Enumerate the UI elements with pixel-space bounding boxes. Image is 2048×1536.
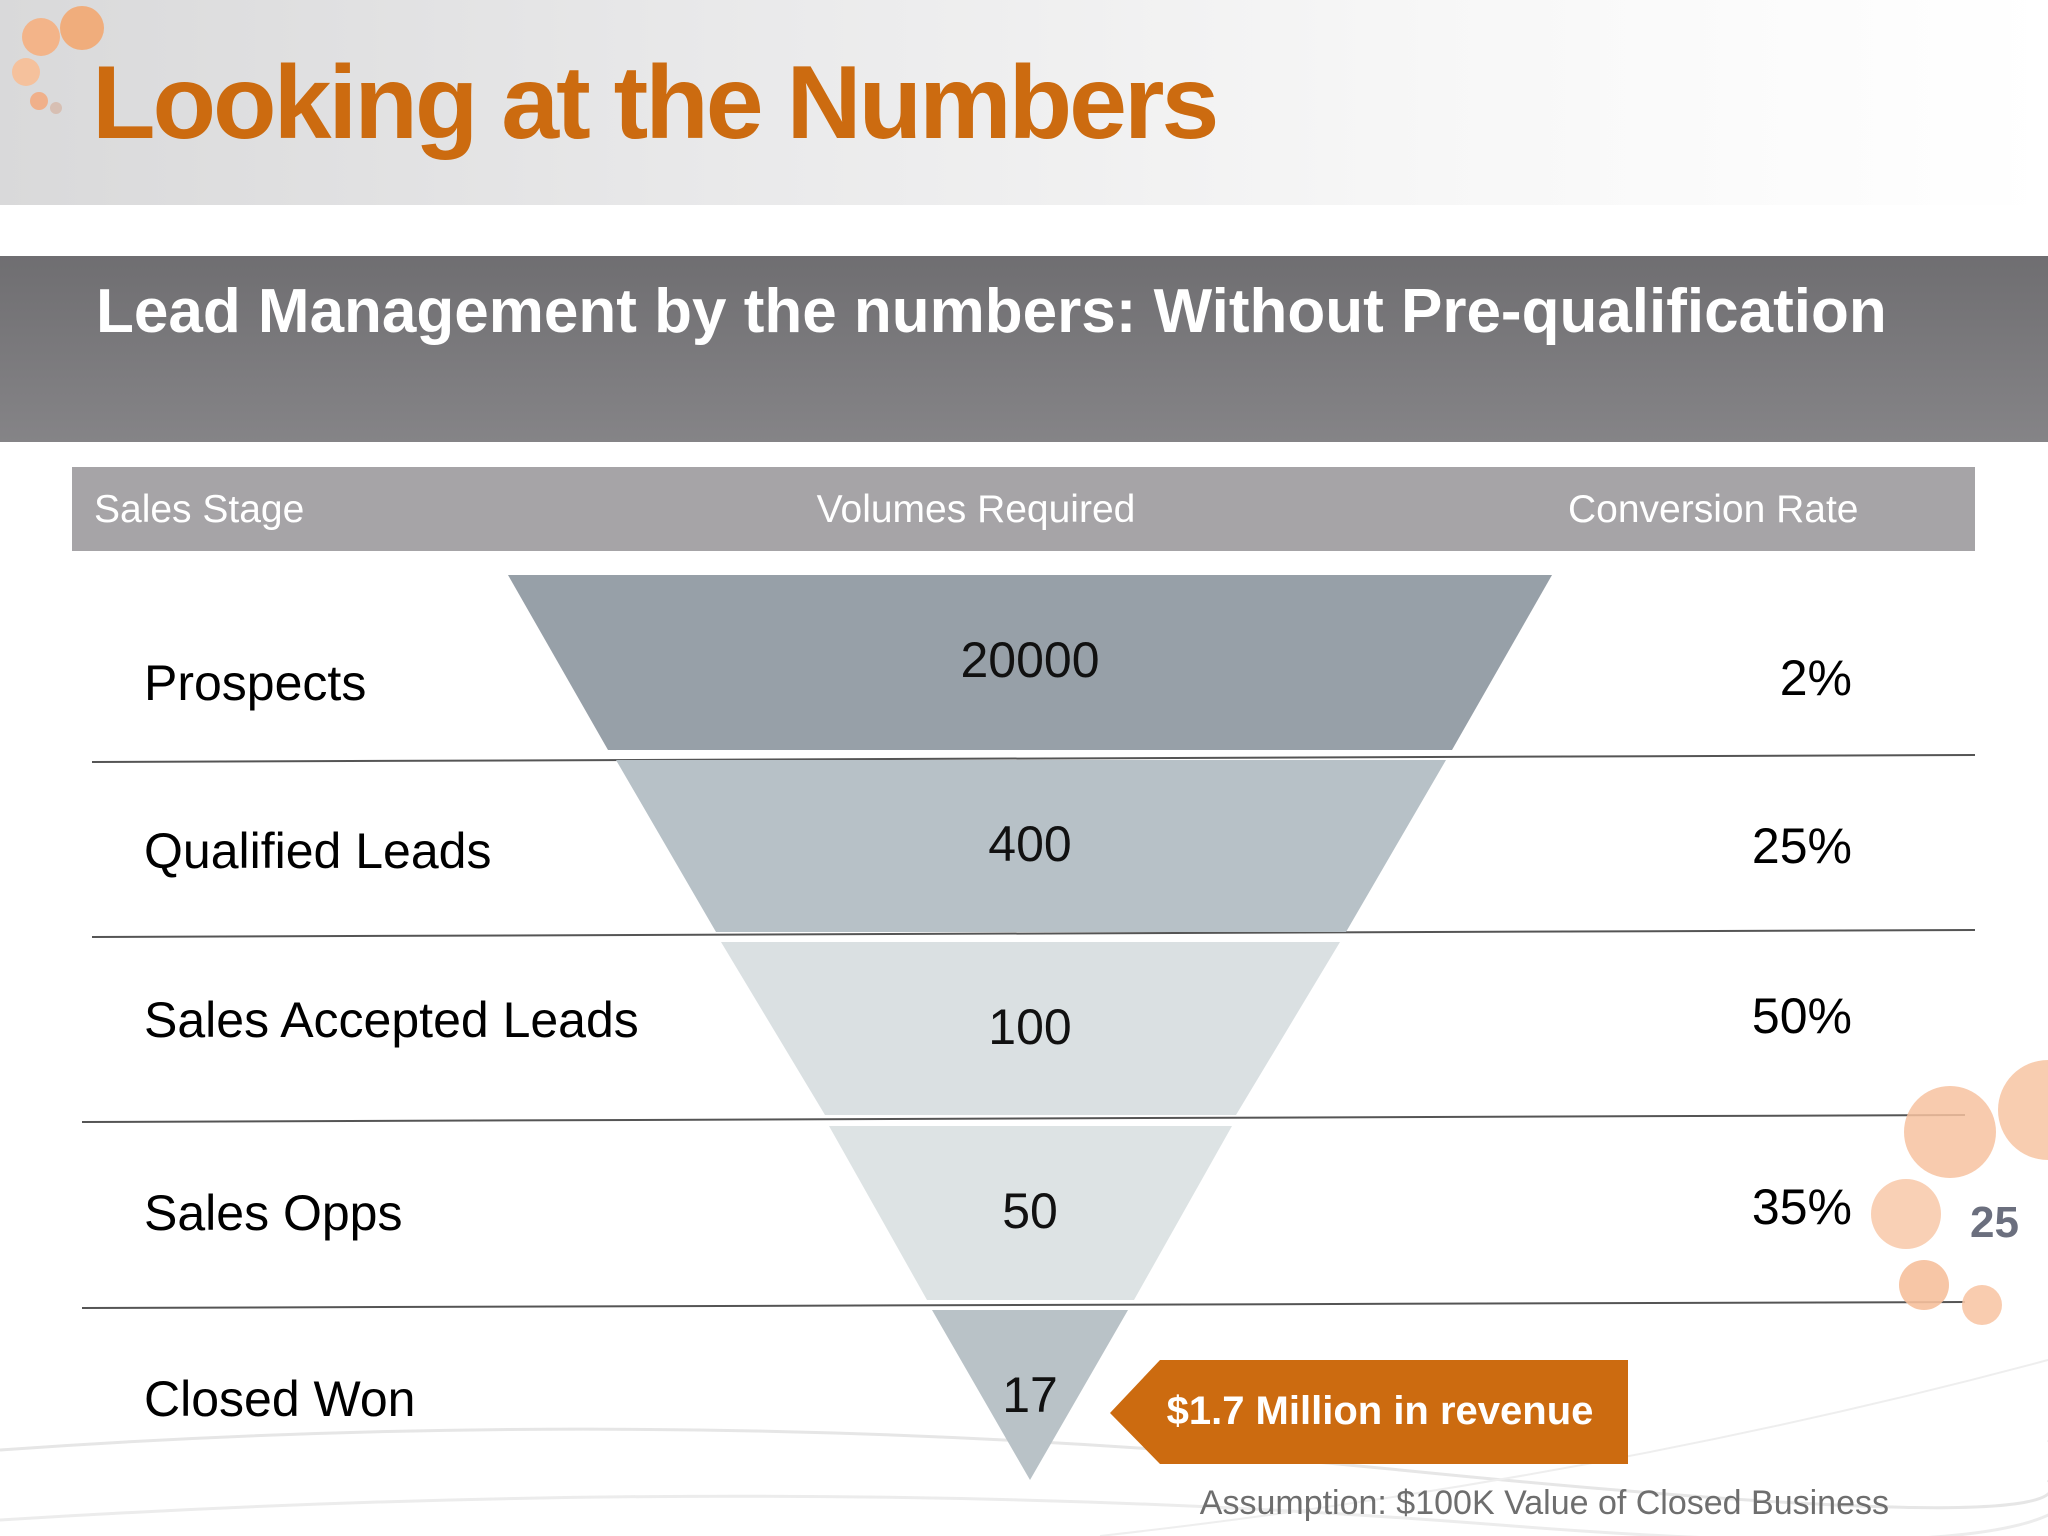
funnel-segment-prospects bbox=[508, 575, 1552, 750]
decorative-bubble bbox=[60, 6, 104, 50]
slide-subtitle: Lead Management by the numbers: Without … bbox=[96, 277, 1887, 346]
decorative-bubble bbox=[1871, 1179, 1941, 1249]
background-swoosh bbox=[0, 1440, 2048, 1536]
decorative-bubble bbox=[1998, 1060, 2048, 1160]
volume-qualified-leads: 400 bbox=[988, 816, 1072, 872]
row-divider bbox=[81, 1301, 1966, 1309]
rate-sales-opps: 35% bbox=[1751, 1179, 1852, 1235]
header-sales-stage: Sales Stage bbox=[94, 488, 305, 531]
stage-label-closed-won: Closed Won bbox=[144, 1371, 416, 1427]
decorative-bubble bbox=[1904, 1086, 1996, 1178]
row-divider bbox=[91, 754, 1976, 763]
decorative-bubble bbox=[30, 92, 48, 110]
assumption-footnote: Assumption: $100K Value of Closed Busine… bbox=[1199, 1484, 1889, 1522]
funnel-segment-sales-accepted-leads bbox=[721, 942, 1340, 1115]
row-divider bbox=[91, 929, 1976, 938]
header-conversion-rate: Conversion Rate bbox=[1568, 488, 1859, 531]
table-header-row bbox=[72, 467, 1975, 551]
funnel-segment-qualified-leads bbox=[616, 760, 1446, 932]
revenue-callout-text: $1.7 Million in revenue bbox=[1166, 1389, 1594, 1433]
decorative-bubble bbox=[22, 18, 60, 56]
volume-sales-opps: 50 bbox=[1002, 1183, 1058, 1239]
row-divider bbox=[81, 1114, 1966, 1123]
stage-label-qualified-leads: Qualified Leads bbox=[144, 823, 492, 879]
decorative-bubble bbox=[1962, 1285, 2002, 1325]
decorative-bubble bbox=[50, 102, 62, 114]
header-volumes-required: Volumes Required bbox=[816, 488, 1136, 531]
page-number: 25 bbox=[1970, 1198, 2019, 1247]
decorative-bubble bbox=[12, 58, 40, 86]
title-band bbox=[0, 0, 2048, 205]
funnel-segment-closed-won bbox=[932, 1310, 1128, 1480]
rate-prospects: 2% bbox=[1779, 650, 1852, 706]
volume-closed-won: 17 bbox=[1002, 1367, 1058, 1423]
revenue-callout-arrow bbox=[1110, 1360, 1628, 1464]
rate-qualified-leads: 25% bbox=[1751, 818, 1852, 874]
stage-label-sales-accepted-leads: Sales Accepted Leads bbox=[144, 992, 639, 1048]
volume-prospects: 20000 bbox=[960, 632, 1100, 688]
rate-sales-accepted-leads: 50% bbox=[1751, 988, 1852, 1044]
slide-title: Looking at the Numbers bbox=[92, 45, 1219, 161]
funnel-segment-sales-opps bbox=[829, 1126, 1232, 1300]
subtitle-band bbox=[0, 256, 2048, 442]
stage-label-prospects: Prospects bbox=[144, 655, 367, 711]
decorative-bubble bbox=[1899, 1260, 1949, 1310]
stage-label-sales-opps: Sales Opps bbox=[144, 1185, 403, 1241]
volume-sales-accepted-leads: 100 bbox=[988, 999, 1072, 1055]
